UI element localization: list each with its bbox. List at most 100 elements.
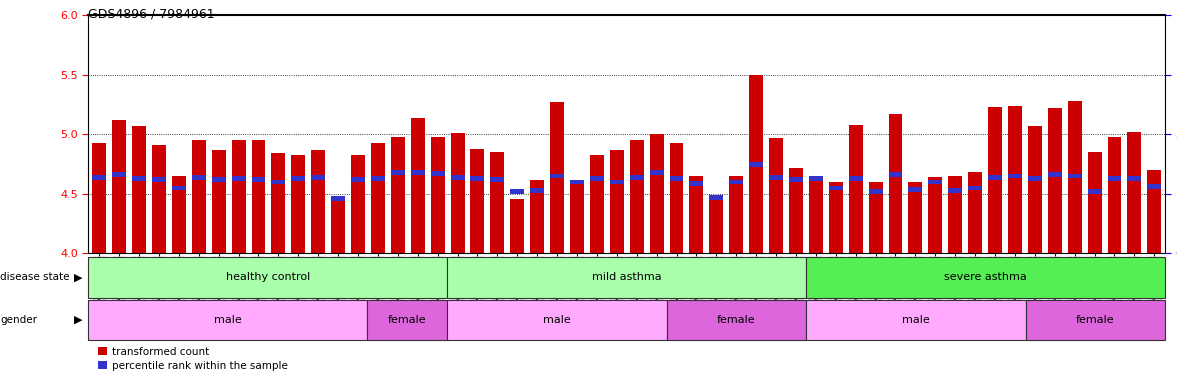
Bar <box>710 200 724 253</box>
Bar <box>232 176 246 181</box>
Bar <box>969 185 982 190</box>
Bar <box>570 180 584 184</box>
Bar <box>391 137 405 253</box>
Bar <box>570 182 584 253</box>
Bar <box>252 177 266 182</box>
Legend: transformed count, percentile rank within the sample: transformed count, percentile rank withi… <box>93 343 292 375</box>
Bar <box>371 143 385 253</box>
Bar <box>1048 108 1062 253</box>
Text: gender: gender <box>0 314 36 325</box>
Bar <box>367 300 447 340</box>
Bar <box>1028 126 1042 253</box>
Bar <box>809 176 823 181</box>
Bar <box>769 175 783 180</box>
Bar <box>451 133 465 253</box>
Bar <box>232 141 246 253</box>
Bar <box>869 189 883 194</box>
Bar <box>311 175 325 180</box>
Bar <box>391 170 405 175</box>
Bar <box>292 176 305 181</box>
Bar <box>806 257 1165 298</box>
Bar <box>351 177 365 182</box>
Bar <box>1068 101 1082 253</box>
Bar <box>132 126 146 253</box>
Bar <box>331 196 345 201</box>
Bar <box>889 172 903 177</box>
Bar <box>1008 174 1022 179</box>
Bar <box>909 182 923 253</box>
Bar <box>1048 172 1062 177</box>
Text: severe asthma: severe asthma <box>944 272 1028 283</box>
Bar <box>949 188 962 193</box>
Bar <box>1088 152 1102 253</box>
Bar <box>1025 300 1165 340</box>
Bar <box>471 176 485 181</box>
Text: ▶: ▶ <box>74 314 82 325</box>
Bar <box>710 195 724 200</box>
Bar <box>690 176 704 253</box>
Bar <box>789 177 803 182</box>
Bar <box>1148 170 1162 253</box>
Bar <box>670 143 684 253</box>
Text: healthy control: healthy control <box>226 272 310 283</box>
Bar <box>172 176 186 253</box>
Bar <box>351 155 365 253</box>
Bar <box>630 141 644 253</box>
Bar <box>192 175 206 180</box>
Bar <box>789 168 803 253</box>
Bar <box>511 189 524 194</box>
Bar <box>192 141 206 253</box>
Bar <box>272 180 285 184</box>
Bar <box>471 149 485 253</box>
Bar <box>750 75 763 253</box>
Bar <box>371 176 385 181</box>
Bar <box>969 172 982 253</box>
Bar <box>1108 137 1122 253</box>
Bar <box>431 137 445 253</box>
Bar <box>1128 176 1142 181</box>
Bar <box>212 177 226 182</box>
Bar <box>1088 189 1102 194</box>
Bar <box>750 162 763 167</box>
Bar <box>411 118 425 253</box>
Bar <box>311 150 325 253</box>
Bar <box>431 171 445 176</box>
Text: male: male <box>543 314 571 325</box>
Bar <box>988 107 1002 253</box>
Bar <box>172 185 186 190</box>
Bar <box>272 154 285 253</box>
Bar <box>447 257 806 298</box>
Bar <box>331 201 345 253</box>
Text: male: male <box>902 314 930 325</box>
Bar <box>849 125 863 253</box>
Bar <box>112 120 126 253</box>
Bar <box>1068 174 1082 179</box>
Bar <box>909 187 923 192</box>
Bar <box>630 175 644 180</box>
Bar <box>451 175 465 180</box>
Bar <box>511 199 524 253</box>
Bar <box>152 177 166 182</box>
Bar <box>650 134 664 253</box>
Bar <box>152 145 166 253</box>
Bar <box>92 175 106 180</box>
Bar <box>550 174 564 179</box>
Bar <box>730 180 743 184</box>
Bar <box>730 176 743 253</box>
Bar <box>530 188 544 193</box>
Bar <box>806 300 1025 340</box>
Bar <box>889 114 903 253</box>
Text: female: female <box>388 314 427 325</box>
Bar <box>829 182 843 253</box>
Bar <box>88 300 367 340</box>
Bar <box>92 143 106 253</box>
Text: female: female <box>717 314 756 325</box>
Text: mild asthma: mild asthma <box>592 272 661 283</box>
Bar <box>491 152 504 253</box>
Bar <box>869 182 883 253</box>
Bar <box>666 300 806 340</box>
Bar <box>929 177 943 253</box>
Text: male: male <box>214 314 241 325</box>
Bar <box>252 141 266 253</box>
Bar <box>829 185 843 190</box>
